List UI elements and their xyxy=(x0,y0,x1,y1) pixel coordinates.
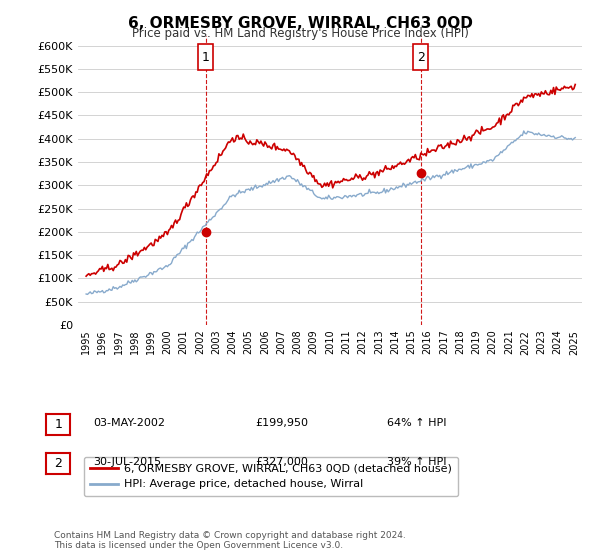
Text: Contains HM Land Registry data © Crown copyright and database right 2024.
This d: Contains HM Land Registry data © Crown c… xyxy=(54,530,406,550)
Text: 2: 2 xyxy=(417,51,425,64)
FancyBboxPatch shape xyxy=(413,44,428,71)
Text: 03-MAY-2002: 03-MAY-2002 xyxy=(93,418,165,428)
Text: £327,000: £327,000 xyxy=(255,457,308,467)
Text: 39% ↑ HPI: 39% ↑ HPI xyxy=(387,457,446,467)
Text: 1: 1 xyxy=(202,51,209,64)
Text: 64% ↑ HPI: 64% ↑ HPI xyxy=(387,418,446,428)
Text: 1: 1 xyxy=(54,418,62,431)
Text: 2: 2 xyxy=(54,457,62,470)
Text: Price paid vs. HM Land Registry's House Price Index (HPI): Price paid vs. HM Land Registry's House … xyxy=(131,27,469,40)
Legend: 6, ORMESBY GROVE, WIRRAL, CH63 0QD (detached house), HPI: Average price, detache: 6, ORMESBY GROVE, WIRRAL, CH63 0QD (deta… xyxy=(83,458,458,496)
FancyBboxPatch shape xyxy=(199,44,213,71)
Text: 30-JUL-2015: 30-JUL-2015 xyxy=(93,457,161,467)
Text: 6, ORMESBY GROVE, WIRRAL, CH63 0QD: 6, ORMESBY GROVE, WIRRAL, CH63 0QD xyxy=(128,16,472,31)
Text: £199,950: £199,950 xyxy=(255,418,308,428)
